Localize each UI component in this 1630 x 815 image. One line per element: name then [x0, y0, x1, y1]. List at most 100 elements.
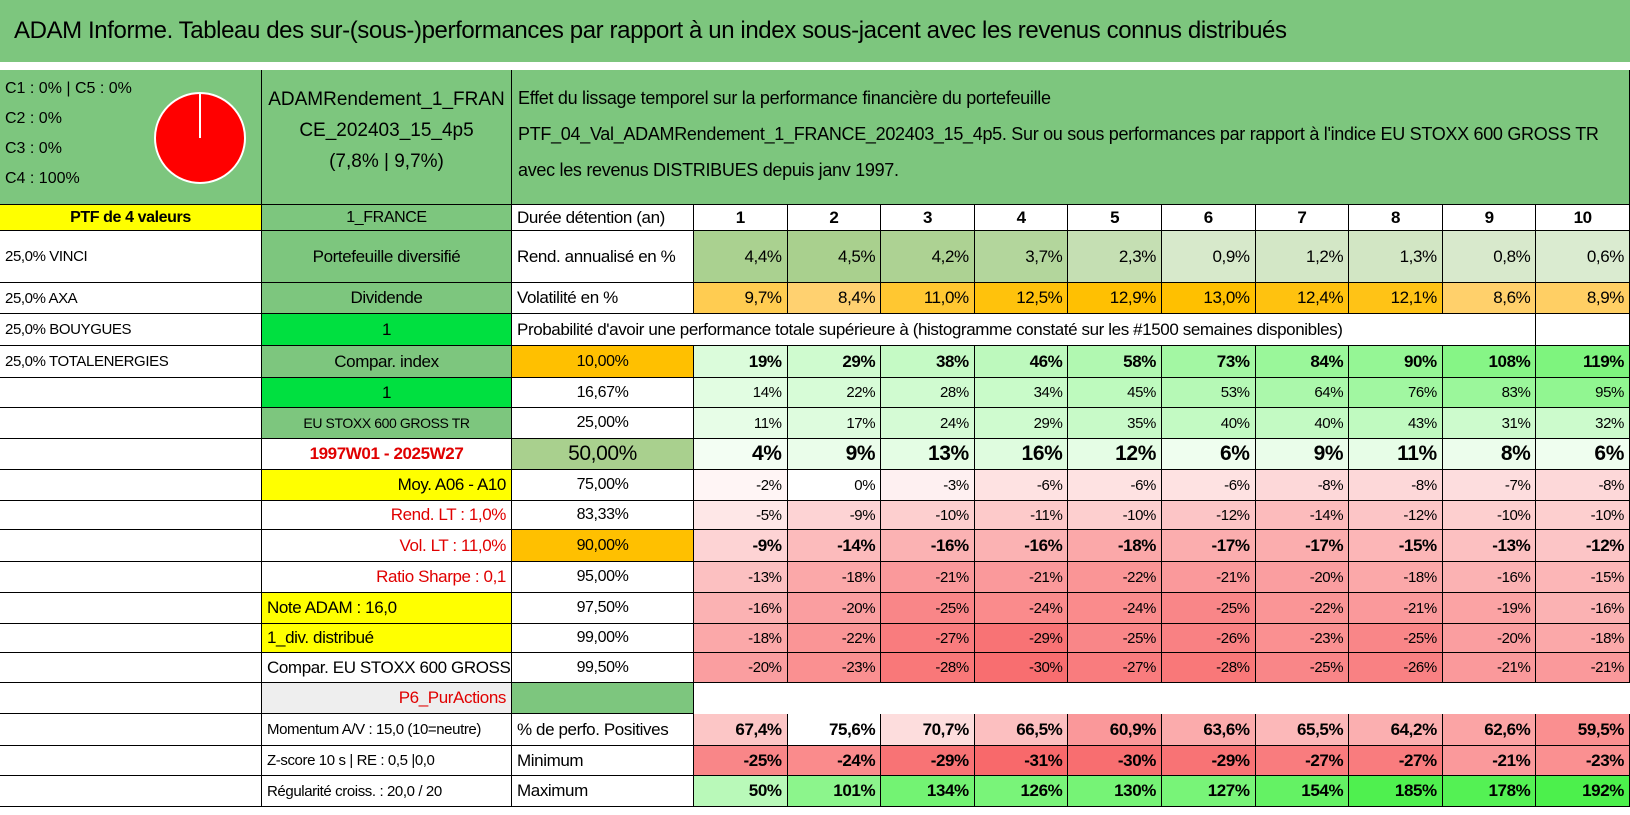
- holding: [0, 470, 262, 501]
- value-cell: -15%: [1349, 530, 1443, 562]
- value-cell: 11%: [1349, 439, 1443, 470]
- value-cell: 76%: [1349, 378, 1443, 408]
- value-cell: -18%: [787, 562, 882, 593]
- value-cell: -24%: [974, 593, 1069, 624]
- row-label: Maximum: [512, 776, 694, 807]
- value-cell: -27%: [1349, 746, 1443, 776]
- value-cell: -5%: [694, 501, 788, 530]
- value-cell: 65,5%: [1255, 714, 1350, 746]
- holding: [0, 439, 262, 470]
- holding-duration-label: Durée détention (an): [512, 205, 694, 231]
- value-cell: -16%: [1442, 562, 1537, 593]
- year-header: 5: [1068, 205, 1162, 231]
- value-cell: -25%: [1255, 653, 1350, 683]
- value-cell: 8,4%: [787, 283, 882, 314]
- value-cell: -28%: [881, 653, 975, 683]
- value-cell: -6%: [974, 470, 1069, 501]
- value-cell: 0,6%: [1536, 231, 1630, 283]
- value-cell: 1,2%: [1255, 231, 1350, 283]
- year-header: 6: [1162, 205, 1256, 231]
- row-label: 50,00%: [512, 439, 694, 470]
- value-cell: -21%: [1349, 593, 1443, 624]
- holding: [0, 653, 262, 683]
- value-cell: -10%: [1536, 501, 1630, 530]
- value-cell: -10%: [881, 501, 975, 530]
- value-cell: 3,7%: [974, 231, 1069, 283]
- value-cell: 75,6%: [787, 714, 882, 746]
- holding: [0, 530, 262, 562]
- value-cell: 24%: [881, 408, 975, 439]
- value-cell: 40%: [1255, 408, 1350, 439]
- parameter: Dividende: [262, 283, 512, 314]
- value-cell: -10%: [1068, 501, 1162, 530]
- value-cell: 119%: [1536, 346, 1630, 378]
- value-cell: -31%: [974, 746, 1069, 776]
- parameter: Compar. index: [262, 346, 512, 378]
- value-cell: 12,9%: [1068, 283, 1162, 314]
- parameter: Momentum A/V : 15,0 (10=neutre): [262, 714, 512, 746]
- holding: [0, 776, 262, 807]
- parameter: 1: [262, 314, 512, 346]
- value-cell: 32%: [1536, 408, 1630, 439]
- holding: 25,0% BOUYGUES: [0, 314, 262, 346]
- value-cell: -21%: [974, 562, 1069, 593]
- value-cell: 9%: [787, 439, 882, 470]
- parameter: 1: [262, 378, 512, 408]
- value-cell: 8,9%: [1536, 283, 1630, 314]
- value-cell: -14%: [787, 530, 882, 562]
- value-cell: -25%: [694, 746, 788, 776]
- value-cell: 50%: [694, 776, 788, 807]
- value-cell: -26%: [1162, 624, 1256, 653]
- value-cell: -20%: [1442, 624, 1537, 653]
- value-cell: -23%: [787, 653, 882, 683]
- parameter: Rend. LT : 1,0%: [262, 501, 512, 530]
- value-cell: -29%: [881, 746, 975, 776]
- value-cell: -8%: [1349, 470, 1443, 501]
- value-cell: 4,5%: [787, 231, 882, 283]
- value-cell: 134%: [881, 776, 975, 807]
- market-label: 1_FRANCE: [262, 205, 512, 231]
- value-cell: 0,9%: [1162, 231, 1256, 283]
- row-label: 90,00%: [512, 530, 694, 562]
- value-cell: 83%: [1442, 378, 1537, 408]
- value-cell: 6%: [1162, 439, 1256, 470]
- year-header: 3: [881, 205, 975, 231]
- probability-note: Probabilité d'avoir une performance tota…: [512, 314, 1537, 346]
- value-cell: -30%: [974, 653, 1069, 683]
- value-cell: 9%: [1255, 439, 1350, 470]
- value-cell: 45%: [1068, 378, 1162, 408]
- value-cell: 4%: [694, 439, 788, 470]
- holding: [0, 624, 262, 653]
- year-header: 7: [1255, 205, 1350, 231]
- value-cell: -29%: [1162, 746, 1256, 776]
- portfolio-size: PTF de 4 valeurs: [0, 205, 262, 231]
- value-cell: -27%: [881, 624, 975, 653]
- value-cell: 185%: [1349, 776, 1443, 807]
- value-cell: 62,6%: [1442, 714, 1537, 746]
- portfolio-panel: ADAMRendement_1_FRANCE_202403_15_4p5 (7,…: [262, 70, 512, 205]
- parameter: Régularité croiss. : 20,0 / 20: [262, 776, 512, 807]
- value-cell: 192%: [1536, 776, 1630, 807]
- value-cell: 29%: [974, 408, 1069, 439]
- value-cell: 34%: [974, 378, 1069, 408]
- value-cell: 1,3%: [1349, 231, 1443, 283]
- value-cell: -21%: [1442, 746, 1537, 776]
- value-cell: -18%: [1068, 530, 1162, 562]
- value-cell: 63,6%: [1162, 714, 1256, 746]
- value-cell: 178%: [1442, 776, 1537, 807]
- value-cell: 46%: [974, 346, 1069, 378]
- value-cell: -6%: [1068, 470, 1162, 501]
- value-cell: -12%: [1349, 501, 1443, 530]
- legend-entry: C3 : 0%: [5, 140, 62, 157]
- value-cell: -17%: [1162, 530, 1256, 562]
- value-cell: -18%: [1536, 624, 1630, 653]
- value-cell: 8%: [1442, 439, 1537, 470]
- value-cell: 58%: [1068, 346, 1162, 378]
- value-cell: -25%: [1162, 593, 1256, 624]
- value-cell: -8%: [1255, 470, 1350, 501]
- parameter: Portefeuille diversifié: [262, 231, 512, 283]
- row-label: 99,00%: [512, 624, 694, 653]
- value-cell: -25%: [1349, 624, 1443, 653]
- value-cell: -8%: [1536, 470, 1630, 501]
